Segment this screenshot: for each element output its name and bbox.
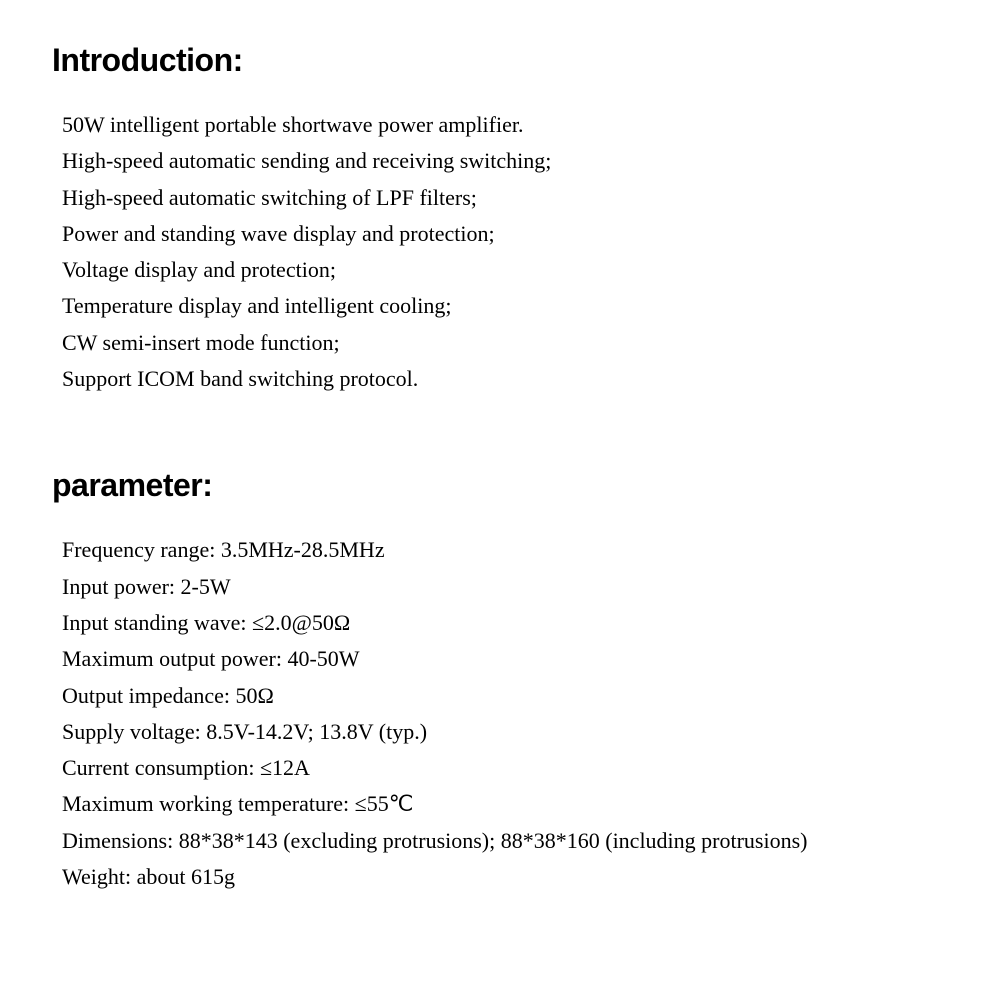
parameter-heading: parameter: — [52, 467, 949, 504]
param-line: Maximum working temperature: ≤55℃ — [62, 786, 949, 822]
param-line: Output impedance: 50Ω — [62, 678, 949, 714]
intro-line: Temperature display and intelligent cool… — [62, 288, 949, 324]
param-line: Maximum output power: 40-50W — [62, 641, 949, 677]
param-line: Dimensions: 88*38*143 (excluding protrus… — [62, 823, 949, 859]
intro-line: 50W intelligent portable shortwave power… — [62, 107, 949, 143]
param-line: Frequency range: 3.5MHz-28.5MHz — [62, 532, 949, 568]
param-line: Weight: about 615g — [62, 859, 949, 895]
intro-line: High-speed automatic switching of LPF fi… — [62, 180, 949, 216]
document-page: Introduction: 50W intelligent portable s… — [0, 0, 1001, 895]
param-line: Supply voltage: 8.5V-14.2V; 13.8V (typ.) — [62, 714, 949, 750]
param-line: Current consumption: ≤12A — [62, 750, 949, 786]
intro-line: CW semi-insert mode function; — [62, 325, 949, 361]
intro-line: High-speed automatic sending and receivi… — [62, 143, 949, 179]
param-line: Input standing wave: ≤2.0@50Ω — [62, 605, 949, 641]
param-line: Input power: 2-5W — [62, 569, 949, 605]
intro-line: Power and standing wave display and prot… — [62, 216, 949, 252]
parameter-body: Frequency range: 3.5MHz-28.5MHz Input po… — [52, 532, 949, 895]
intro-line: Support ICOM band switching protocol. — [62, 361, 949, 397]
introduction-heading: Introduction: — [52, 42, 949, 79]
introduction-body: 50W intelligent portable shortwave power… — [52, 107, 949, 397]
section-gap — [52, 397, 949, 467]
intro-line: Voltage display and protection; — [62, 252, 949, 288]
